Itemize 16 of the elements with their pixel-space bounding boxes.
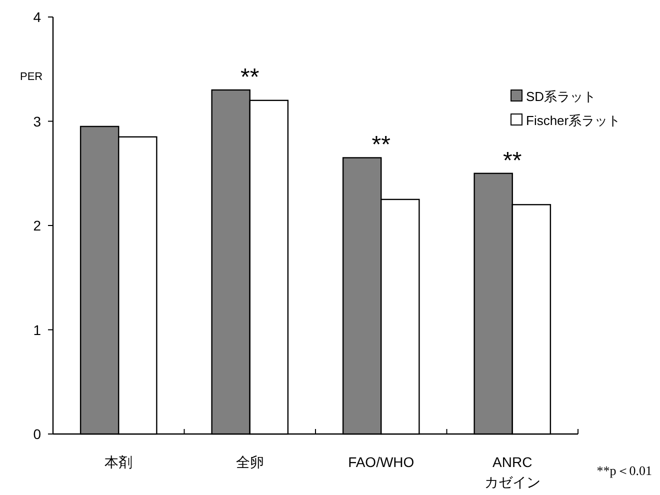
y-tick-label: 4 bbox=[33, 9, 42, 25]
y-tick-label: 3 bbox=[33, 113, 42, 130]
y-tick-label: 2 bbox=[33, 218, 42, 234]
text: **p＜0.01 bbox=[596, 463, 652, 478]
x-tick-label: 本剤 bbox=[104, 454, 133, 470]
y-tick-label: 0 bbox=[33, 426, 42, 442]
legend-label: Fischer系ラット bbox=[526, 113, 621, 128]
y-axis-title: PER bbox=[20, 71, 43, 83]
legend-label: SD系ラット bbox=[526, 89, 596, 104]
x-tick-label: ANRC カゼイン bbox=[484, 454, 540, 490]
x-tick-label: FAO/WHO bbox=[348, 454, 414, 470]
annotation: ** bbox=[503, 147, 522, 174]
annotation: ** bbox=[240, 64, 260, 91]
x-tick-label: 全卵 bbox=[236, 454, 264, 470]
y-tick-label: 1 bbox=[33, 322, 42, 338]
annotation: ** bbox=[372, 132, 390, 159]
